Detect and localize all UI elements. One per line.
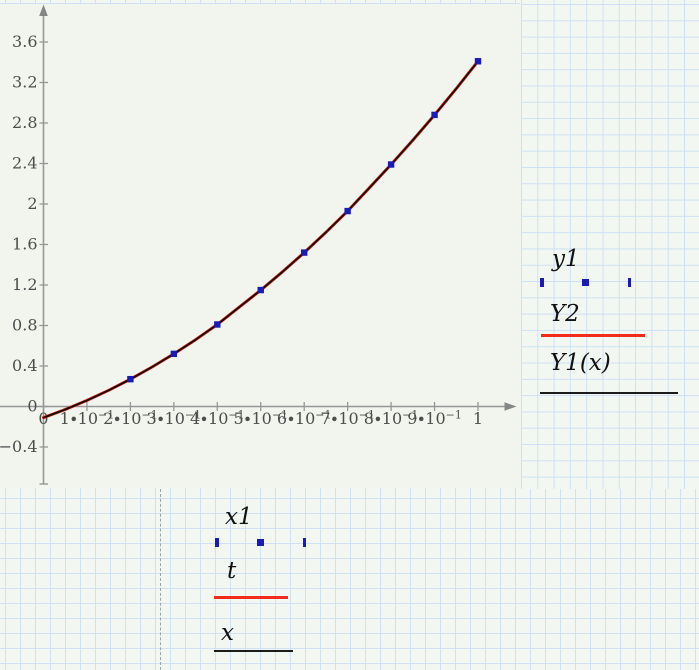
svg-text:2.4: 2.4 [12,154,37,173]
legend-swatch-line-x [214,650,293,652]
svg-text:1: 1 [473,409,483,428]
svg-text:2: 2 [27,194,37,213]
legend-swatch-line-t [214,596,288,599]
legend-label-t: t [227,558,237,584]
svg-text:−0.4: −0.4 [0,437,38,456]
legend-swatch-points-x1 [215,538,306,547]
marker-dash-icon [215,538,219,547]
plot-region[interactable]: −0.4 0 0.4 0.8 1.2 1.6 2 2.4 2.8 3.2 3.6 0 1∙10−1 2∙1… [0,4,521,488]
marker-dash-icon [302,538,306,547]
svg-text:9∙10−1: 9∙10−1 [407,409,462,429]
svg-text:1.6: 1.6 [12,235,37,254]
svg-text:0: 0 [27,397,37,416]
svg-text:0.4: 0.4 [12,356,37,375]
page-break-line [160,489,161,670]
svg-text:3.2: 3.2 [12,73,37,92]
marker-square-icon [257,539,264,546]
plot-canvas: −0.400.40.81.21.622.42.83.23.60 1∙10−12∙1… [0,4,517,485]
svg-text:1.2: 1.2 [12,275,37,294]
legend-label-x: x [221,620,234,646]
svg-text:2.8: 2.8 [12,113,37,132]
svg-text:3.6: 3.6 [12,32,37,51]
grid-paper-right [520,0,699,489]
legend-label-x1: x1 [225,504,253,530]
svg-text:0.8: 0.8 [12,316,37,335]
